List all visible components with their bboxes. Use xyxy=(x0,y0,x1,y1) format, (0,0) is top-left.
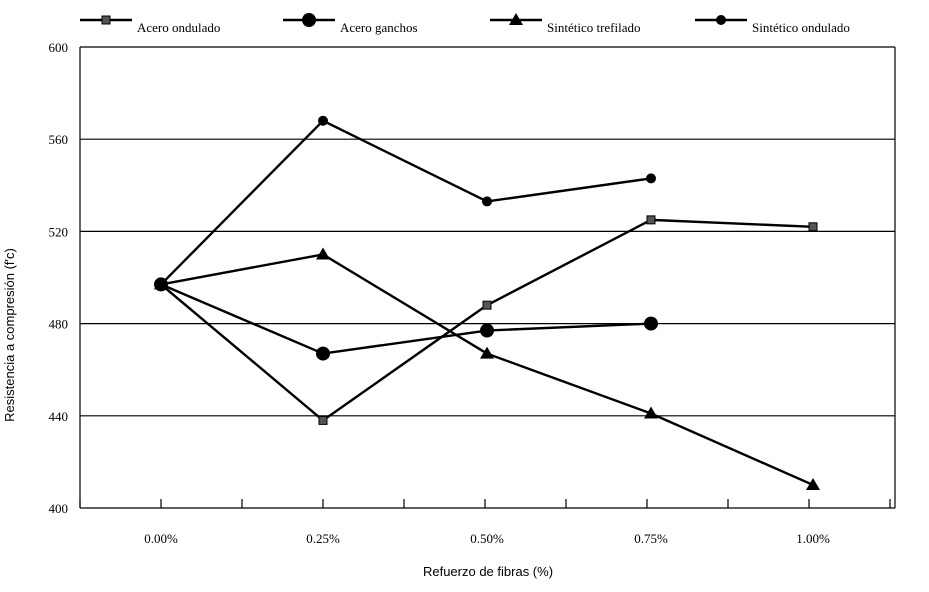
legend-marker-0 xyxy=(101,15,111,25)
series-group xyxy=(154,115,820,490)
data-point-2-2 xyxy=(480,346,494,359)
x-tick-label-4: 1.00% xyxy=(796,531,830,546)
legend-marker-2 xyxy=(509,13,523,25)
legend-item-0: Acero ondulado xyxy=(80,15,220,35)
y-tick-label-600: 600 xyxy=(49,40,69,55)
legend-item-1: Acero ganchos xyxy=(283,13,418,35)
series-3 xyxy=(156,115,656,290)
x-tick-label-3: 0.75% xyxy=(634,531,668,546)
y-tick-label-440: 440 xyxy=(49,409,69,424)
data-point-2-1 xyxy=(316,247,330,260)
y-axis-title: Resistencia a compresión (f'c) xyxy=(2,248,17,422)
data-point-2-4 xyxy=(806,477,820,490)
series-line-1 xyxy=(160,283,652,355)
axes: 400 440 480 520 560 600 0.00% 0.25% 0.50% 0.75% 1.… xyxy=(49,40,896,546)
legend-label-1: Acero ganchos xyxy=(340,20,418,35)
legend-label-2: Sintético trefilado xyxy=(547,20,641,35)
legend: Acero ondulado Acero ganchos Sintético tre… xyxy=(80,13,850,35)
legend-item-3: Sintético ondulado xyxy=(695,15,850,35)
data-point-0-3 xyxy=(646,215,656,225)
y-tick-label-400: 400 xyxy=(49,501,69,516)
series-line-3 xyxy=(160,119,652,286)
legend-marker-1 xyxy=(302,13,316,27)
data-point-1-1 xyxy=(316,346,330,361)
data-point-3-2 xyxy=(482,196,492,207)
data-point-1-3 xyxy=(644,316,658,331)
data-point-1-2 xyxy=(480,323,494,338)
x-axis-title: Refuerzo de fibras (%) xyxy=(423,564,553,579)
series-line-0 xyxy=(160,218,814,422)
y-tick-label-560: 560 xyxy=(49,132,69,147)
data-point-3-1 xyxy=(318,115,328,126)
series-line-2 xyxy=(160,253,814,487)
data-point-0-1 xyxy=(318,415,328,425)
data-point-2-3 xyxy=(644,406,658,419)
data-point-3-0 xyxy=(156,279,166,290)
x-tick-label-0: 0.00% xyxy=(144,531,178,546)
y-tick-label-480: 480 xyxy=(49,317,69,332)
legend-marker-3 xyxy=(716,15,726,25)
series-1 xyxy=(154,277,658,361)
y-tick-label-520: 520 xyxy=(49,224,69,239)
series-0 xyxy=(156,215,818,425)
legend-item-2: Sintético trefilado xyxy=(490,13,641,35)
data-point-0-4 xyxy=(808,222,818,232)
x-tick-label-2: 0.50% xyxy=(470,531,504,546)
legend-label-3: Sintético ondulado xyxy=(752,20,850,35)
data-point-3-3 xyxy=(646,173,656,184)
x-tick-label-1: 0.25% xyxy=(306,531,340,546)
series-2 xyxy=(154,247,820,490)
data-point-0-2 xyxy=(482,300,492,310)
gridlines xyxy=(80,46,895,417)
legend-label-0: Acero ondulado xyxy=(137,20,220,35)
